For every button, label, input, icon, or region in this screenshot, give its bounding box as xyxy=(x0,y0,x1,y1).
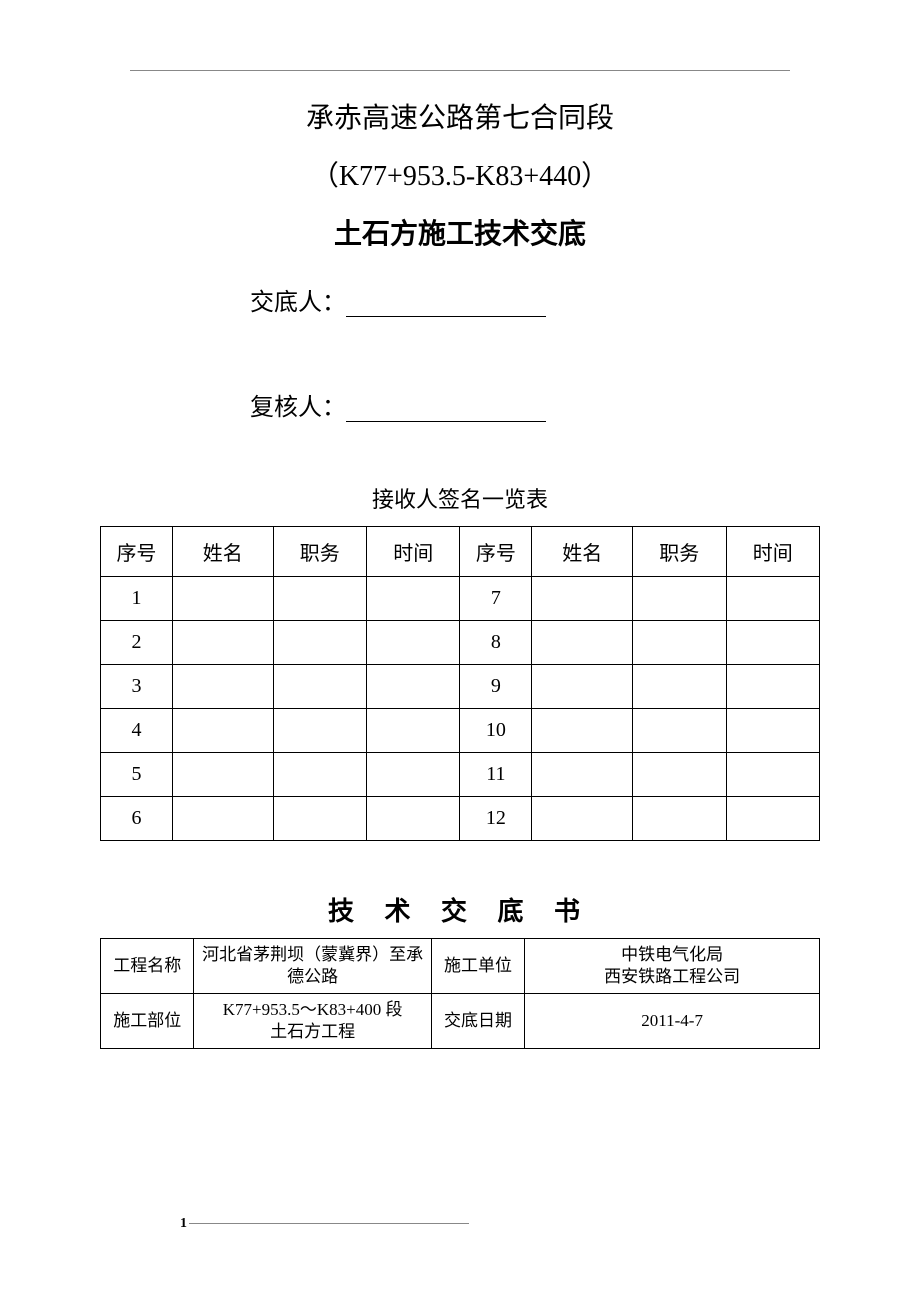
info-value: 中铁电气化局西安铁路工程公司 xyxy=(525,939,820,994)
table-cell: 5 xyxy=(101,753,173,797)
table-cell xyxy=(367,709,460,753)
table-cell xyxy=(633,577,726,621)
table-cell xyxy=(633,621,726,665)
table-cell xyxy=(532,577,633,621)
col-header: 姓名 xyxy=(532,527,633,577)
table-cell xyxy=(532,665,633,709)
table-cell xyxy=(172,753,273,797)
table-cell xyxy=(172,665,273,709)
table-cell xyxy=(273,621,366,665)
reviewer-line: 复核人： xyxy=(100,387,820,422)
table-cell xyxy=(367,797,460,841)
info-value: 2011-4-7 xyxy=(525,994,820,1049)
table-cell: 3 xyxy=(101,665,173,709)
table-cell xyxy=(532,621,633,665)
table-cell: 4 xyxy=(101,709,173,753)
header-block: 承赤高速公路第七合同段 （K77+953.5-K83+440） 土石方施工技术交… xyxy=(100,96,820,252)
table-cell: 7 xyxy=(460,577,532,621)
table-cell xyxy=(633,665,726,709)
col-header: 时间 xyxy=(726,527,820,577)
title-line-1: 承赤高速公路第七合同段 xyxy=(100,96,820,136)
presenter-underline xyxy=(346,293,546,317)
table-cell xyxy=(273,797,366,841)
document-page: 承赤高速公路第七合同段 （K77+953.5-K83+440） 土石方施工技术交… xyxy=(0,0,920,1089)
col-header: 职务 xyxy=(273,527,366,577)
table-cell xyxy=(273,665,366,709)
table-cell xyxy=(172,797,273,841)
table-cell xyxy=(273,577,366,621)
signature-table: 序号 姓名 职务 时间 序号 姓名 职务 时间 172839410511612 xyxy=(100,526,820,841)
table-cell xyxy=(367,577,460,621)
table-cell xyxy=(367,665,460,709)
info-label: 施工部位 xyxy=(101,994,194,1049)
table-cell: 6 xyxy=(101,797,173,841)
table-header-row: 序号 姓名 职务 时间 序号 姓名 职务 时间 xyxy=(101,527,820,577)
table-cell: 2 xyxy=(101,621,173,665)
reviewer-underline xyxy=(346,398,546,422)
table-cell xyxy=(532,753,633,797)
col-header: 序号 xyxy=(460,527,532,577)
info-value: K77+953.5～K83+400 段土石方工程 xyxy=(194,994,431,1049)
presenter-label: 交底人： xyxy=(250,290,346,316)
page-footer: 1 xyxy=(180,1216,469,1232)
top-divider xyxy=(130,70,790,71)
table-cell xyxy=(726,753,820,797)
table-cell xyxy=(172,577,273,621)
table-row: 39 xyxy=(101,665,820,709)
table-cell: 12 xyxy=(460,797,532,841)
table-row: 4 10 xyxy=(101,709,820,753)
col-header: 姓名 xyxy=(172,527,273,577)
table-row: 17 xyxy=(101,577,820,621)
table-row: 5 11 xyxy=(101,753,820,797)
col-header: 时间 xyxy=(367,527,460,577)
table-cell: 1 xyxy=(101,577,173,621)
table-cell xyxy=(633,709,726,753)
table-cell xyxy=(172,709,273,753)
reviewer-label: 复核人： xyxy=(250,395,346,421)
table-row: 6 12 xyxy=(101,797,820,841)
table-cell: 11 xyxy=(460,753,532,797)
table-cell xyxy=(633,797,726,841)
info-label: 交底日期 xyxy=(431,994,524,1049)
table-cell xyxy=(367,753,460,797)
info-label: 工程名称 xyxy=(101,939,194,994)
table-cell xyxy=(532,797,633,841)
table-cell xyxy=(633,753,726,797)
col-header: 职务 xyxy=(633,527,726,577)
table-cell xyxy=(172,621,273,665)
info-label: 施工单位 xyxy=(431,939,524,994)
signature-table-title: 接收人签名一览表 xyxy=(100,482,820,514)
info-table: 工程名称河北省茅荆坝（蒙冀界）至承德公路施工单位中铁电气化局西安铁路工程公司施工… xyxy=(100,938,820,1049)
info-row: 工程名称河北省茅荆坝（蒙冀界）至承德公路施工单位中铁电气化局西安铁路工程公司 xyxy=(101,939,820,994)
table-cell: 10 xyxy=(460,709,532,753)
table-cell: 8 xyxy=(460,621,532,665)
info-value: 河北省茅荆坝（蒙冀界）至承德公路 xyxy=(194,939,431,994)
table-cell: 9 xyxy=(460,665,532,709)
col-header: 序号 xyxy=(101,527,173,577)
table-cell xyxy=(726,797,820,841)
footer-line xyxy=(189,1223,469,1224)
table-cell xyxy=(726,577,820,621)
table-cell xyxy=(367,621,460,665)
info-row: 施工部位K77+953.5～K83+400 段土石方工程交底日期2011-4-7 xyxy=(101,994,820,1049)
title-line-3: 土石方施工技术交底 xyxy=(100,212,820,252)
presenter-line: 交底人： xyxy=(100,282,820,317)
table-cell xyxy=(726,621,820,665)
table-cell xyxy=(532,709,633,753)
table-cell xyxy=(726,709,820,753)
table-cell xyxy=(273,753,366,797)
tech-doc-title: 技 术 交 底 书 xyxy=(100,891,820,928)
page-number: 1 xyxy=(180,1216,187,1231)
title-line-2: （K77+953.5-K83+440） xyxy=(100,154,820,194)
table-row: 28 xyxy=(101,621,820,665)
table-cell xyxy=(726,665,820,709)
table-cell xyxy=(273,709,366,753)
